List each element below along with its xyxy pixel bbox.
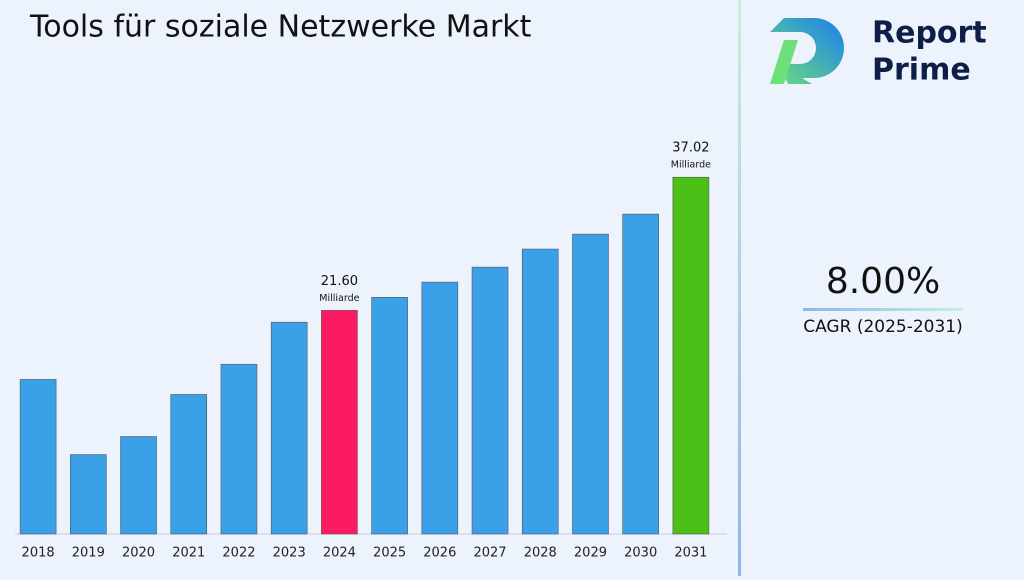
underline: [803, 308, 963, 311]
logo-icon: [770, 40, 798, 84]
chart-title: Tools für soziale Netzwerke Markt: [29, 10, 532, 45]
logo-text: Prime: [872, 53, 971, 88]
divider: [738, 0, 741, 576]
x-tick-label: 2021: [172, 546, 205, 561]
logo: Report Prime: [770, 16, 987, 88]
bar: [70, 454, 107, 535]
bar: [622, 213, 659, 535]
bar: [672, 176, 710, 535]
x-tick-label: 2030: [624, 546, 657, 561]
bar: [270, 321, 308, 535]
cagr-label: CAGR (2025-2031): [803, 317, 963, 337]
logo-text: Report: [872, 16, 987, 51]
x-tick-label: 2027: [473, 546, 506, 561]
data-label-unit: Milliarde: [319, 293, 359, 304]
x-tick-label: 2020: [122, 546, 155, 561]
data-label-unit: Milliarde: [671, 160, 711, 171]
bar: [220, 363, 258, 535]
bar: [521, 248, 559, 535]
bar: [170, 394, 208, 535]
x-tick-label: 2029: [574, 546, 607, 561]
bar: [19, 379, 57, 535]
x-tick-label: 2018: [22, 546, 55, 561]
bar: [471, 266, 509, 535]
cagr-value: 8.00%: [826, 261, 940, 302]
bar: [421, 281, 459, 535]
x-tick-label: 2031: [674, 546, 707, 561]
bar: [120, 436, 157, 535]
bar: [321, 310, 358, 535]
x-tick-label: 2025: [373, 546, 406, 561]
x-tick-label: 2019: [72, 546, 105, 561]
x-tick-label: 2026: [423, 546, 456, 561]
data-label: 21.60: [321, 274, 358, 289]
bar: [371, 297, 408, 535]
bar: [572, 233, 609, 535]
x-tick-label: 2023: [273, 546, 306, 561]
data-label: 37.02: [672, 141, 709, 156]
x-tick-label: 2028: [524, 546, 557, 561]
x-tick-label: 2024: [323, 546, 356, 561]
x-tick-label: 2022: [222, 546, 255, 561]
